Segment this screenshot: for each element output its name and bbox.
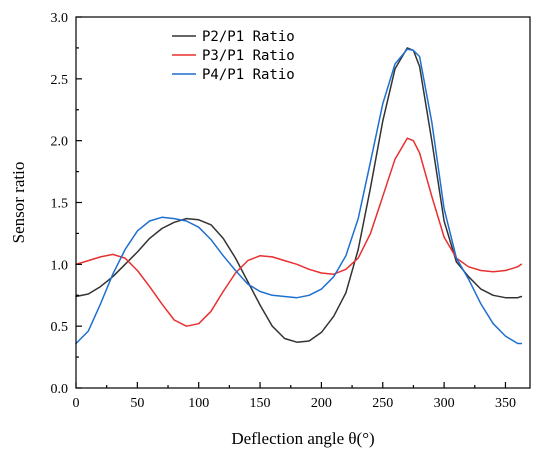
x-axis: 0 50 100 150 200 250 300 350 bbox=[73, 382, 516, 411]
x-tick-label: 0 bbox=[73, 396, 80, 411]
x-tick-label: 250 bbox=[372, 396, 393, 411]
x-tick-label: 50 bbox=[130, 396, 144, 411]
y-tick-label: 2.5 bbox=[51, 73, 69, 88]
y-tick-label: 0.5 bbox=[51, 320, 69, 335]
y-tick-label: 3.0 bbox=[51, 11, 69, 26]
x-tick-label: 100 bbox=[188, 396, 209, 411]
y-axis: 0.0 0.5 1.0 1.5 2.0 2.5 3.0 bbox=[51, 11, 82, 397]
legend-label: P4/P1 Ratio bbox=[202, 67, 295, 83]
x-tick-label: 300 bbox=[434, 396, 455, 411]
x-tick-label: 350 bbox=[495, 396, 516, 411]
plot-area bbox=[75, 47, 523, 345]
series-line-3 bbox=[75, 48, 523, 345]
x-tick-label: 200 bbox=[311, 396, 332, 411]
legend: P2/P1 Ratio P3/P1 Ratio P4/P1 Ratio bbox=[168, 25, 330, 90]
series-line-1 bbox=[75, 47, 523, 343]
series-line-2 bbox=[75, 137, 523, 327]
x-tick-label: 150 bbox=[250, 396, 271, 411]
y-axis-title: Sensor ratio bbox=[9, 162, 28, 244]
legend-label: P2/P1 Ratio bbox=[202, 29, 295, 45]
y-tick-label: 1.0 bbox=[51, 258, 69, 273]
y-tick-label: 1.5 bbox=[51, 197, 69, 212]
y-tick-label: 2.0 bbox=[51, 135, 69, 150]
y-tick-label: 0.0 bbox=[51, 382, 69, 397]
x-axis-title: Deflection angle θ(°) bbox=[231, 429, 374, 448]
legend-label: P3/P1 Ratio bbox=[202, 48, 295, 64]
